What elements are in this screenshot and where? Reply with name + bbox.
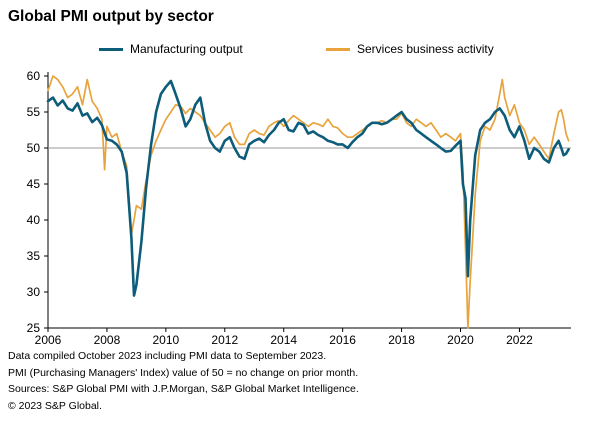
y-tick-label: 55: [27, 105, 41, 119]
legend-label-manufacturing: Manufacturing output: [130, 42, 243, 56]
y-tick-label: 60: [27, 69, 41, 83]
y-tick-label: 50: [27, 141, 41, 155]
note-copyright: © 2023 S&P Global.: [8, 399, 102, 412]
y-tick-label: 30: [27, 285, 41, 299]
x-tick-label: 2020: [447, 333, 474, 347]
x-tick-label: 2010: [153, 333, 180, 347]
x-tick-label: 2022: [506, 333, 533, 347]
legend-swatch-services: [326, 47, 350, 51]
y-tick-label: 35: [27, 249, 41, 263]
y-tick-label: 45: [27, 177, 41, 191]
chart-notes: Data compiled October 2023 including PMI…: [8, 348, 359, 414]
x-tick-label: 2018: [388, 333, 415, 347]
series-line-manufacturing-output: [46, 79, 570, 297]
series-line-services-business-activity: [47, 75, 570, 329]
x-tick-label: 2016: [329, 333, 356, 347]
series-lines: [46, 75, 570, 329]
note-pmi-definition: PMI (Purchasing Managers' Index) value o…: [8, 366, 359, 379]
axes: 25 30 35 40 45 50 55 60 2006 2008 2010 2012 2014 2016…: [27, 69, 571, 347]
chart-title: Global PMI output by sector: [8, 8, 214, 25]
legend-item-manufacturing: Manufacturing output: [99, 42, 243, 56]
y-tick-label: 25: [27, 321, 41, 335]
x-tick-label: 2008: [94, 333, 121, 347]
legend-swatch-manufacturing: [99, 47, 123, 51]
legend-label-services: Services business activity: [357, 42, 494, 56]
note-sources: Sources: S&P Global PMI with J.P.Morgan,…: [8, 383, 359, 395]
x-tick-label: 2012: [211, 333, 238, 347]
note-data-compiled: Data compiled October 2023 including PMI…: [8, 350, 327, 362]
legend-item-services: Services business activity: [326, 42, 494, 56]
y-tick-label: 40: [27, 213, 41, 227]
legend: Manufacturing output Services business a…: [0, 42, 602, 58]
x-tick-label: 2014: [270, 333, 297, 347]
x-tick-label: 2006: [35, 333, 62, 347]
